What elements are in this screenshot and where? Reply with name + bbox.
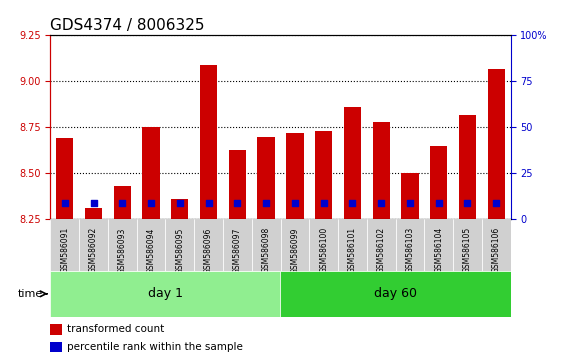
Bar	[114, 186, 131, 354]
FancyBboxPatch shape	[367, 219, 396, 271]
FancyBboxPatch shape	[252, 219, 280, 271]
Point	[89, 200, 98, 206]
Bar	[171, 199, 188, 354]
FancyBboxPatch shape	[338, 219, 367, 271]
Text: day 60: day 60	[374, 287, 417, 300]
Text: GSM586091: GSM586091	[61, 227, 70, 273]
Point	[261, 200, 270, 206]
FancyBboxPatch shape	[50, 271, 280, 317]
Text: percentile rank within the sample: percentile rank within the sample	[67, 342, 242, 352]
Bar	[229, 149, 246, 354]
FancyBboxPatch shape	[396, 219, 424, 271]
FancyBboxPatch shape	[482, 219, 511, 271]
FancyBboxPatch shape	[280, 219, 309, 271]
Text: GSM586105: GSM586105	[463, 227, 472, 273]
Bar	[459, 115, 476, 354]
Text: GSM586093: GSM586093	[118, 227, 127, 274]
Point	[291, 200, 300, 206]
Point	[146, 200, 155, 205]
FancyBboxPatch shape	[165, 219, 194, 271]
Point	[463, 200, 472, 206]
Text: GSM586101: GSM586101	[348, 227, 357, 273]
FancyBboxPatch shape	[309, 219, 338, 271]
Text: GSM586094: GSM586094	[146, 227, 155, 274]
Text: GSM586104: GSM586104	[434, 227, 443, 273]
FancyBboxPatch shape	[194, 219, 223, 271]
Text: GSM586099: GSM586099	[291, 227, 300, 274]
Point	[61, 200, 70, 206]
Point	[491, 200, 500, 205]
FancyBboxPatch shape	[453, 219, 482, 271]
Point	[176, 200, 185, 206]
Text: day 1: day 1	[148, 287, 183, 300]
Bar	[286, 133, 304, 354]
Bar	[257, 137, 275, 354]
Bar	[85, 209, 102, 354]
Point	[376, 200, 385, 206]
FancyBboxPatch shape	[223, 219, 252, 271]
Bar	[344, 107, 361, 354]
Text: GSM586100: GSM586100	[319, 227, 328, 273]
Text: GSM586106: GSM586106	[491, 227, 500, 273]
Text: GSM586098: GSM586098	[261, 227, 270, 273]
FancyBboxPatch shape	[137, 219, 165, 271]
Text: time: time	[17, 289, 43, 299]
Bar	[50, 342, 62, 352]
FancyBboxPatch shape	[79, 219, 108, 271]
Point	[348, 200, 357, 205]
FancyBboxPatch shape	[50, 219, 79, 271]
Text: GSM586096: GSM586096	[204, 227, 213, 274]
Text: GSM586097: GSM586097	[233, 227, 242, 274]
Bar	[488, 69, 505, 354]
Point	[204, 200, 213, 205]
FancyBboxPatch shape	[108, 219, 137, 271]
Bar	[373, 122, 390, 354]
Text: GSM586095: GSM586095	[176, 227, 185, 274]
Bar	[401, 173, 419, 354]
Bar	[50, 324, 62, 335]
Bar	[200, 65, 217, 354]
Text: GSM586103: GSM586103	[406, 227, 415, 273]
Text: GSM586102: GSM586102	[376, 227, 385, 273]
Point	[233, 200, 242, 206]
Text: transformed count: transformed count	[67, 324, 164, 334]
Bar	[142, 127, 160, 354]
FancyBboxPatch shape	[424, 219, 453, 271]
Point	[319, 200, 328, 206]
Point	[434, 200, 443, 206]
Point	[406, 200, 415, 206]
Text: GDS4374 / 8006325: GDS4374 / 8006325	[50, 18, 205, 33]
Text: GSM586092: GSM586092	[89, 227, 98, 273]
Bar	[56, 138, 73, 354]
Point	[118, 200, 127, 206]
Bar	[315, 131, 332, 354]
Bar	[430, 146, 447, 354]
FancyBboxPatch shape	[280, 271, 511, 317]
